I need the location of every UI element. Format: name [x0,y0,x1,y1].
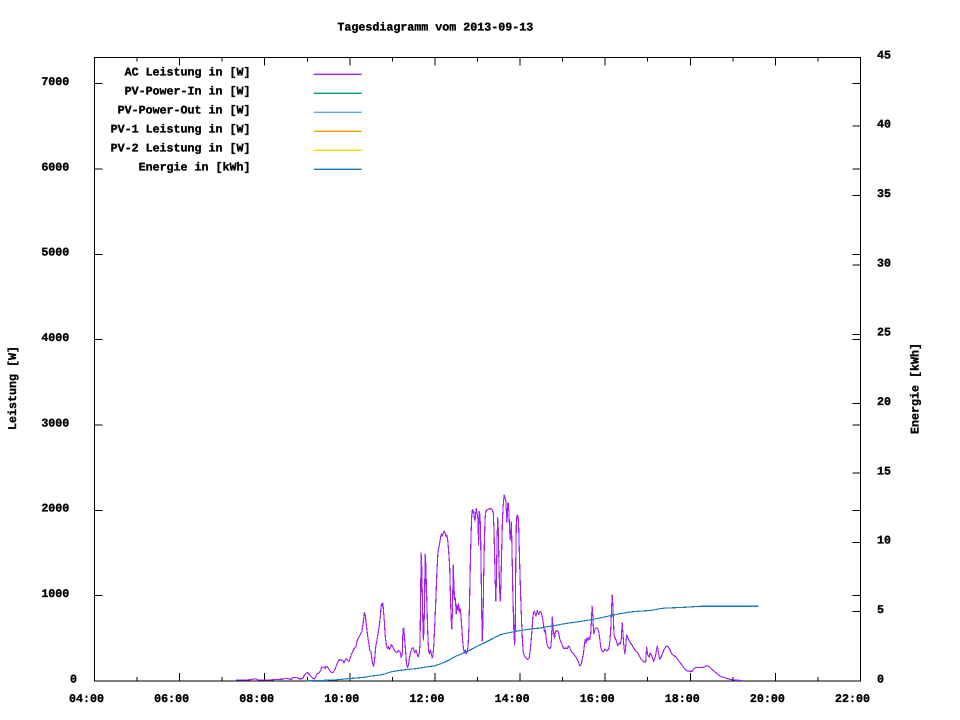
svg-text:30: 30 [877,256,891,270]
svg-text:Leistung [W]: Leistung [W] [6,346,20,430]
svg-text:Tagesdiagramm vom 2013-09-13: Tagesdiagramm vom 2013-09-13 [337,21,533,35]
svg-text:5000: 5000 [41,246,69,260]
svg-text:3000: 3000 [41,416,69,430]
svg-text:7000: 7000 [41,75,69,89]
svg-text:AC Leistung in [W]: AC Leistung in [W] [125,66,251,80]
svg-text:22:00: 22:00 [835,692,870,706]
svg-text:08:00: 08:00 [239,692,274,706]
svg-text:10: 10 [877,534,891,548]
svg-text:45: 45 [877,48,891,62]
svg-text:14:00: 14:00 [495,692,530,706]
svg-text:1000: 1000 [41,587,69,601]
svg-text:20: 20 [877,395,891,409]
svg-text:12:00: 12:00 [409,692,444,706]
svg-text:PV-1 Leistung in [W]: PV-1 Leistung in [W] [111,123,251,137]
svg-text:25: 25 [877,326,891,340]
svg-text:Energie in [kWh]: Energie in [kWh] [139,161,251,175]
svg-text:06:00: 06:00 [154,692,189,706]
svg-text:4000: 4000 [41,331,69,345]
svg-text:10:00: 10:00 [324,692,359,706]
svg-text:0: 0 [877,672,884,686]
svg-text:6000: 6000 [41,160,69,174]
svg-text:PV-Power-In in [W]: PV-Power-In in [W] [125,85,251,99]
svg-text:2000: 2000 [41,502,69,516]
svg-text:PV-2 Leistung in [W]: PV-2 Leistung in [W] [111,142,251,156]
svg-text:04:00: 04:00 [69,692,104,706]
svg-text:18:00: 18:00 [665,692,700,706]
svg-text:0: 0 [70,672,77,686]
svg-text:16:00: 16:00 [580,692,615,706]
svg-text:PV-Power-Out in [W]: PV-Power-Out in [W] [118,104,251,118]
svg-text:Energie [kWh]: Energie [kWh] [909,343,923,434]
svg-text:5: 5 [877,603,884,617]
svg-text:35: 35 [877,187,891,201]
svg-text:15: 15 [877,464,891,478]
svg-text:40: 40 [877,118,891,132]
svg-text:20:00: 20:00 [750,692,785,706]
